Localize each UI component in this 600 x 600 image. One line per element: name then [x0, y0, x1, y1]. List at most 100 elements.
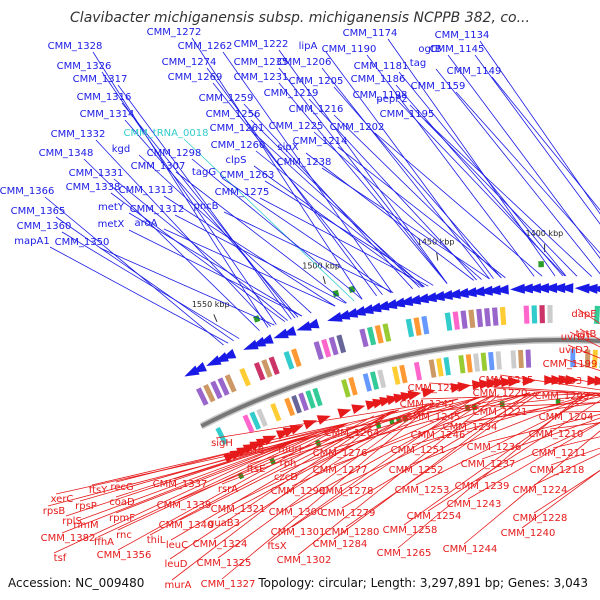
- reverse-gene-label[interactable]: tsf: [54, 553, 67, 564]
- reverse-gene-label[interactable]: CMM_1299: [271, 486, 326, 497]
- reverse-gene-label[interactable]: CMM_1276: [313, 448, 368, 459]
- reverse-gene-label[interactable]: CMM_1210: [529, 429, 584, 440]
- forward-gene-label[interactable]: CMM_1365: [11, 206, 66, 217]
- reverse-gene-label[interactable]: CMM_1215: [479, 375, 534, 386]
- reverse-gene-label[interactable]: CMM_1339: [157, 500, 212, 511]
- reverse-gene-label[interactable]: ftsY: [89, 485, 108, 496]
- forward-gene-label[interactable]: pncB: [193, 201, 218, 212]
- reverse-gene-label[interactable]: rimM: [73, 520, 98, 531]
- forward-gene-label[interactable]: CMM_1348: [39, 148, 94, 159]
- forward-gene-label[interactable]: lipA: [299, 41, 318, 52]
- reverse-gene-label[interactable]: CMM_1251: [391, 445, 446, 456]
- forward-gene-label[interactable]: CMM_1317: [73, 74, 128, 85]
- forward-gene-label[interactable]: CMM_1307: [131, 161, 186, 172]
- forward-gene-label[interactable]: CMM_1174: [343, 28, 398, 39]
- reverse-gene-label[interactable]: CMM_1265: [377, 548, 432, 559]
- forward-gene-label[interactable]: sipX: [277, 142, 298, 153]
- reverse-gene-label[interactable]: sigH: [211, 438, 233, 449]
- forward-gene-label[interactable]: CMM_1261: [210, 123, 265, 134]
- forward-gene-label[interactable]: CMM_1314: [80, 109, 135, 120]
- forward-gene-label[interactable]: CMM_1149: [447, 66, 502, 77]
- reverse-gene-label[interactable]: CMM_1254: [407, 511, 462, 522]
- forward-gene-label[interactable]: CMM_1238: [277, 157, 332, 168]
- forward-gene-label[interactable]: CMM_1186: [351, 74, 406, 85]
- reverse-gene-label[interactable]: rpmF: [109, 513, 135, 524]
- forward-gene-label[interactable]: CMM_1275: [215, 187, 270, 198]
- reverse-gene-label[interactable]: CMM_1321: [211, 504, 266, 515]
- reverse-gene-label[interactable]: rpsB: [43, 506, 66, 517]
- forward-gene-label[interactable]: CMM_1262: [178, 41, 233, 52]
- forward-gene-label[interactable]: tagG: [192, 167, 216, 178]
- forward-gene-label[interactable]: CMM_1316: [77, 92, 132, 103]
- reverse-gene-label[interactable]: CMM_1253: [395, 485, 450, 496]
- reverse-gene-label[interactable]: CMM_1284: [313, 539, 368, 550]
- reverse-gene-label[interactable]: uvrD3: [552, 376, 582, 387]
- forward-gene-label[interactable]: CMM_1198: [353, 90, 408, 101]
- reverse-gene-label[interactable]: CMM_1302: [277, 555, 332, 566]
- reverse-gene-label[interactable]: CMM_1221: [473, 407, 528, 418]
- reverse-gene-label[interactable]: rph: [280, 458, 297, 469]
- reverse-gene-label[interactable]: CMM_1279: [321, 508, 376, 519]
- forward-gene-label[interactable]: metX: [98, 219, 125, 230]
- forward-gene-label[interactable]: CMM_1269: [168, 72, 223, 83]
- forward-gene-label[interactable]: CMM_1331: [69, 168, 124, 179]
- reverse-gene-label[interactable]: uvrD2: [559, 345, 589, 356]
- reverse-gene-label[interactable]: murI: [278, 444, 301, 455]
- forward-gene-label[interactable]: CMM_1190: [322, 44, 377, 55]
- reverse-gene-label[interactable]: coaD: [109, 497, 135, 508]
- reverse-gene-label[interactable]: ftsX: [267, 541, 286, 552]
- reverse-gene-label[interactable]: CMM_1224: [513, 485, 568, 496]
- forward-gene-label[interactable]: CMM_1350: [55, 237, 110, 248]
- reverse-gene-label[interactable]: CMM_1203: [535, 391, 590, 402]
- forward-gene-label[interactable]: CMM_1235: [234, 57, 289, 68]
- forward-gene-label[interactable]: CMM_1326: [57, 61, 112, 72]
- reverse-gene-label[interactable]: CMM_1218: [530, 465, 585, 476]
- reverse-gene-label[interactable]: CMM_1382: [41, 533, 96, 544]
- forward-gene-label[interactable]: CMM_1312: [130, 204, 185, 215]
- forward-gene-label[interactable]: CMM_1159: [411, 81, 466, 92]
- reverse-gene-label[interactable]: CMM_1236: [467, 442, 522, 453]
- reverse-gene-label[interactable]: CMM_1239: [455, 481, 510, 492]
- reverse-gene-label[interactable]: tatB: [576, 329, 597, 340]
- reverse-gene-label[interactable]: xerC: [51, 494, 74, 505]
- reverse-gene-label[interactable]: rplS: [62, 516, 82, 527]
- reverse-gene-label[interactable]: CMM_1258: [383, 525, 438, 536]
- forward-gene-label[interactable]: CMM_1328: [48, 41, 103, 52]
- reverse-gene-label[interactable]: thiL: [147, 535, 166, 546]
- reverse-gene-label[interactable]: dapE: [571, 309, 596, 320]
- forward-gene-label[interactable]: mapA1: [14, 236, 49, 247]
- reverse-gene-label[interactable]: CMM_1241: [408, 383, 463, 394]
- forward-gene-label[interactable]: CMM_1222: [234, 39, 289, 50]
- forward-gene-label[interactable]: CMM_1260: [211, 140, 266, 151]
- reverse-gene-label[interactable]: CMM_1244: [443, 544, 498, 555]
- forward-gene-label[interactable]: pepP2: [376, 94, 407, 105]
- forward-gene-label[interactable]: ogtB: [418, 44, 441, 55]
- forward-gene-label[interactable]: CMM_1195: [380, 109, 435, 120]
- forward-gene-label[interactable]: kgd: [112, 144, 131, 155]
- forward-gene-label[interactable]: CMM_1134: [435, 30, 490, 41]
- reverse-gene-label[interactable]: CMM_1277: [313, 465, 368, 476]
- forward-gene-label[interactable]: CMM_1259: [199, 93, 254, 104]
- reverse-gene-label[interactable]: leuD: [165, 559, 188, 570]
- forward-gene-label[interactable]: CMM_1181: [354, 61, 409, 72]
- reverse-gene-label[interactable]: CMM_1327: [201, 579, 256, 590]
- forward-gene-label[interactable]: CMM_1298: [147, 148, 202, 159]
- forward-gene-label[interactable]: CMM_1338: [66, 182, 121, 193]
- forward-gene-label[interactable]: CMM_1202: [330, 122, 385, 133]
- reverse-gene-label[interactable]: CMM_1211: [532, 448, 587, 459]
- reverse-gene-label[interactable]: ffhA: [94, 537, 114, 548]
- reverse-gene-label[interactable]: recG: [110, 482, 133, 493]
- forward-gene-label[interactable]: metY: [98, 202, 125, 213]
- forward-gene-label[interactable]: CMM_1256: [206, 109, 261, 120]
- forward-gene-label[interactable]: CMM_1360: [17, 221, 72, 232]
- reverse-gene-label[interactable]: CMM_1240: [501, 528, 556, 539]
- forward-gene-label[interactable]: CMM_1231: [234, 72, 289, 83]
- forward-gene-label[interactable]: CMM_1205: [289, 76, 344, 87]
- reverse-gene-label[interactable]: CMM_1204: [539, 412, 594, 423]
- reverse-gene-label[interactable]: CMM_1243: [447, 499, 502, 510]
- forward-gene-label[interactable]: CMM_tRNA_0018: [124, 128, 209, 139]
- reverse-gene-label[interactable]: CMM_1237: [461, 459, 516, 470]
- reverse-gene-label[interactable]: CMM_1337: [153, 479, 208, 490]
- forward-gene-label[interactable]: CMM_1332: [51, 129, 106, 140]
- forward-gene-label[interactable]: CMM_1145: [430, 44, 485, 55]
